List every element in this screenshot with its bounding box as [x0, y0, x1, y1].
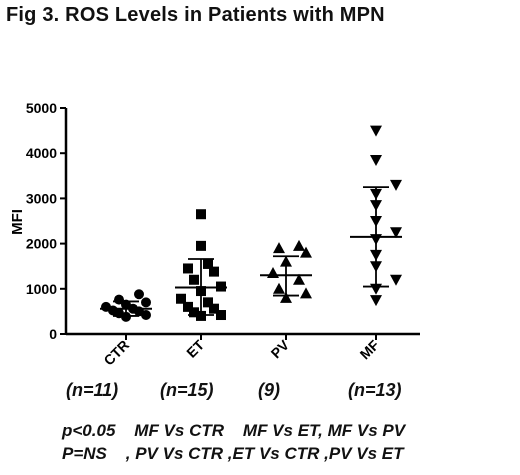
n-label-et: (n=15)	[160, 380, 214, 400]
data-point	[390, 227, 402, 239]
data-point	[273, 242, 285, 254]
data-point	[216, 281, 226, 292]
chart-axes: 0 1000 2000 3000 4000 5000 MFI CTR ET PV MF	[9, 100, 420, 368]
data-point	[370, 283, 382, 295]
data-point	[189, 307, 199, 318]
data-point	[196, 240, 206, 251]
data-point	[134, 289, 144, 300]
data-point	[293, 273, 305, 285]
data-point	[370, 261, 382, 273]
data-point	[390, 274, 402, 286]
data-point	[370, 216, 382, 227]
data-point	[370, 200, 382, 212]
data-point	[196, 286, 206, 297]
data-point	[209, 303, 219, 314]
scatter-chart: 0 1000 2000 3000 4000 5000 MFI CTR ET PV MF	[9, 100, 420, 368]
y-tick-label: 5000	[26, 100, 57, 116]
y-tick-label: 4000	[26, 145, 57, 161]
data-point	[196, 209, 206, 220]
data-point	[370, 234, 382, 246]
x-tick-label-pv: PV	[268, 336, 293, 361]
data-point	[203, 258, 213, 269]
data-point	[114, 294, 124, 305]
data-point	[273, 282, 285, 294]
data-point	[209, 266, 219, 277]
chart-marks	[100, 125, 402, 322]
n-label-pv: (9)	[258, 380, 280, 400]
data-point	[370, 249, 382, 261]
data-point	[121, 299, 131, 310]
data-point	[293, 239, 305, 251]
data-point	[101, 301, 111, 312]
data-point	[300, 246, 312, 258]
n-label-mf: (n=13)	[348, 380, 402, 400]
x-tick-label-mf: MF	[357, 336, 383, 362]
series-ctr	[100, 289, 152, 322]
non-significance-line: P=NS , PV Vs CTR ,ET Vs CTR ,PV Vs ET	[62, 444, 404, 463]
data-point	[370, 188, 382, 200]
series-et	[175, 209, 227, 321]
data-point	[183, 301, 193, 312]
data-point	[189, 274, 199, 285]
significance-line: p<0.05 MF Vs CTR MF Vs ET, MF Vs PV	[62, 421, 406, 440]
data-point	[370, 295, 382, 307]
data-point	[203, 297, 213, 308]
data-point	[267, 266, 279, 278]
x-tick-label-ctr: CTR	[100, 337, 132, 369]
n-label-ctr: (n=11)	[66, 380, 119, 400]
y-tick-label: 2000	[26, 236, 57, 252]
data-point	[280, 255, 292, 267]
y-tick-label: 3000	[26, 190, 57, 206]
y-tick-label: 0	[49, 326, 57, 342]
data-point	[370, 154, 382, 166]
figure-title: Fig 3. ROS Levels in Patients with MPN	[6, 4, 385, 26]
data-point	[370, 125, 382, 137]
data-point	[141, 297, 151, 308]
data-point	[216, 310, 226, 321]
data-point	[300, 287, 312, 299]
data-point	[280, 291, 292, 303]
x-tick-label-et: ET	[183, 336, 207, 360]
series-mf	[350, 125, 402, 307]
series-pv	[260, 239, 312, 303]
y-axis-label: MFI	[9, 209, 26, 235]
data-point	[176, 293, 186, 304]
data-point	[183, 263, 193, 274]
data-point	[196, 310, 206, 321]
y-tick-label: 1000	[26, 281, 57, 297]
data-point	[390, 179, 402, 191]
